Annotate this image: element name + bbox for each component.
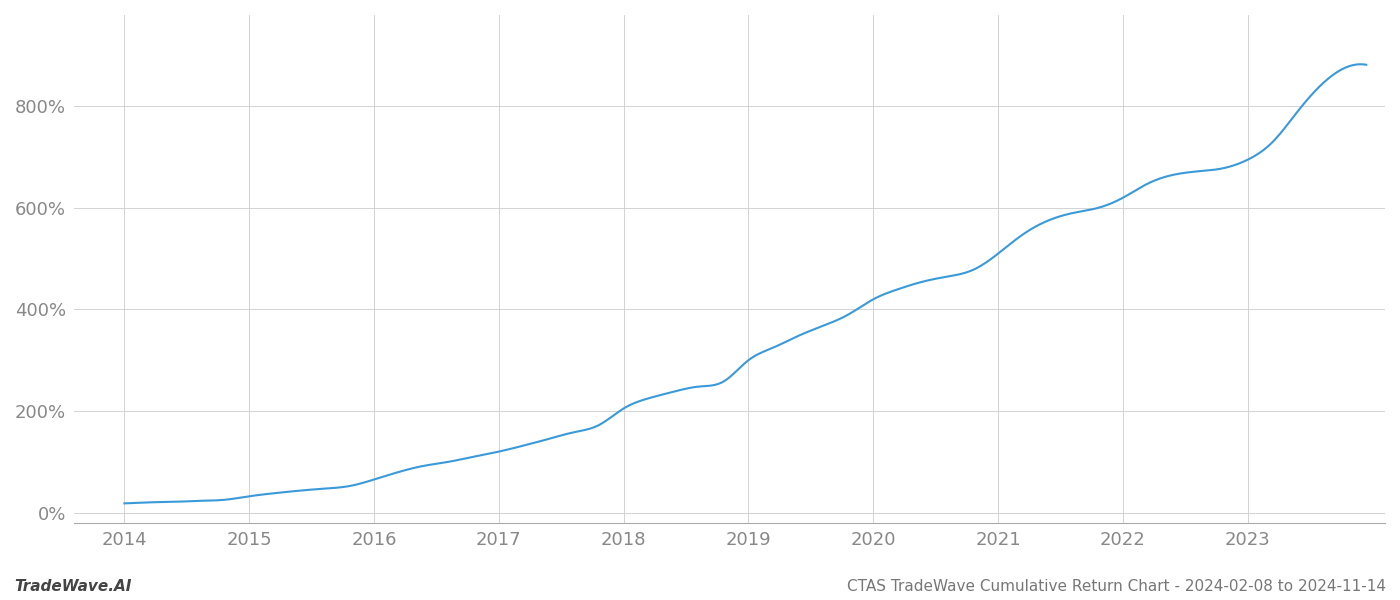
Text: CTAS TradeWave Cumulative Return Chart - 2024-02-08 to 2024-11-14: CTAS TradeWave Cumulative Return Chart -…: [847, 579, 1386, 594]
Text: TradeWave.AI: TradeWave.AI: [14, 579, 132, 594]
